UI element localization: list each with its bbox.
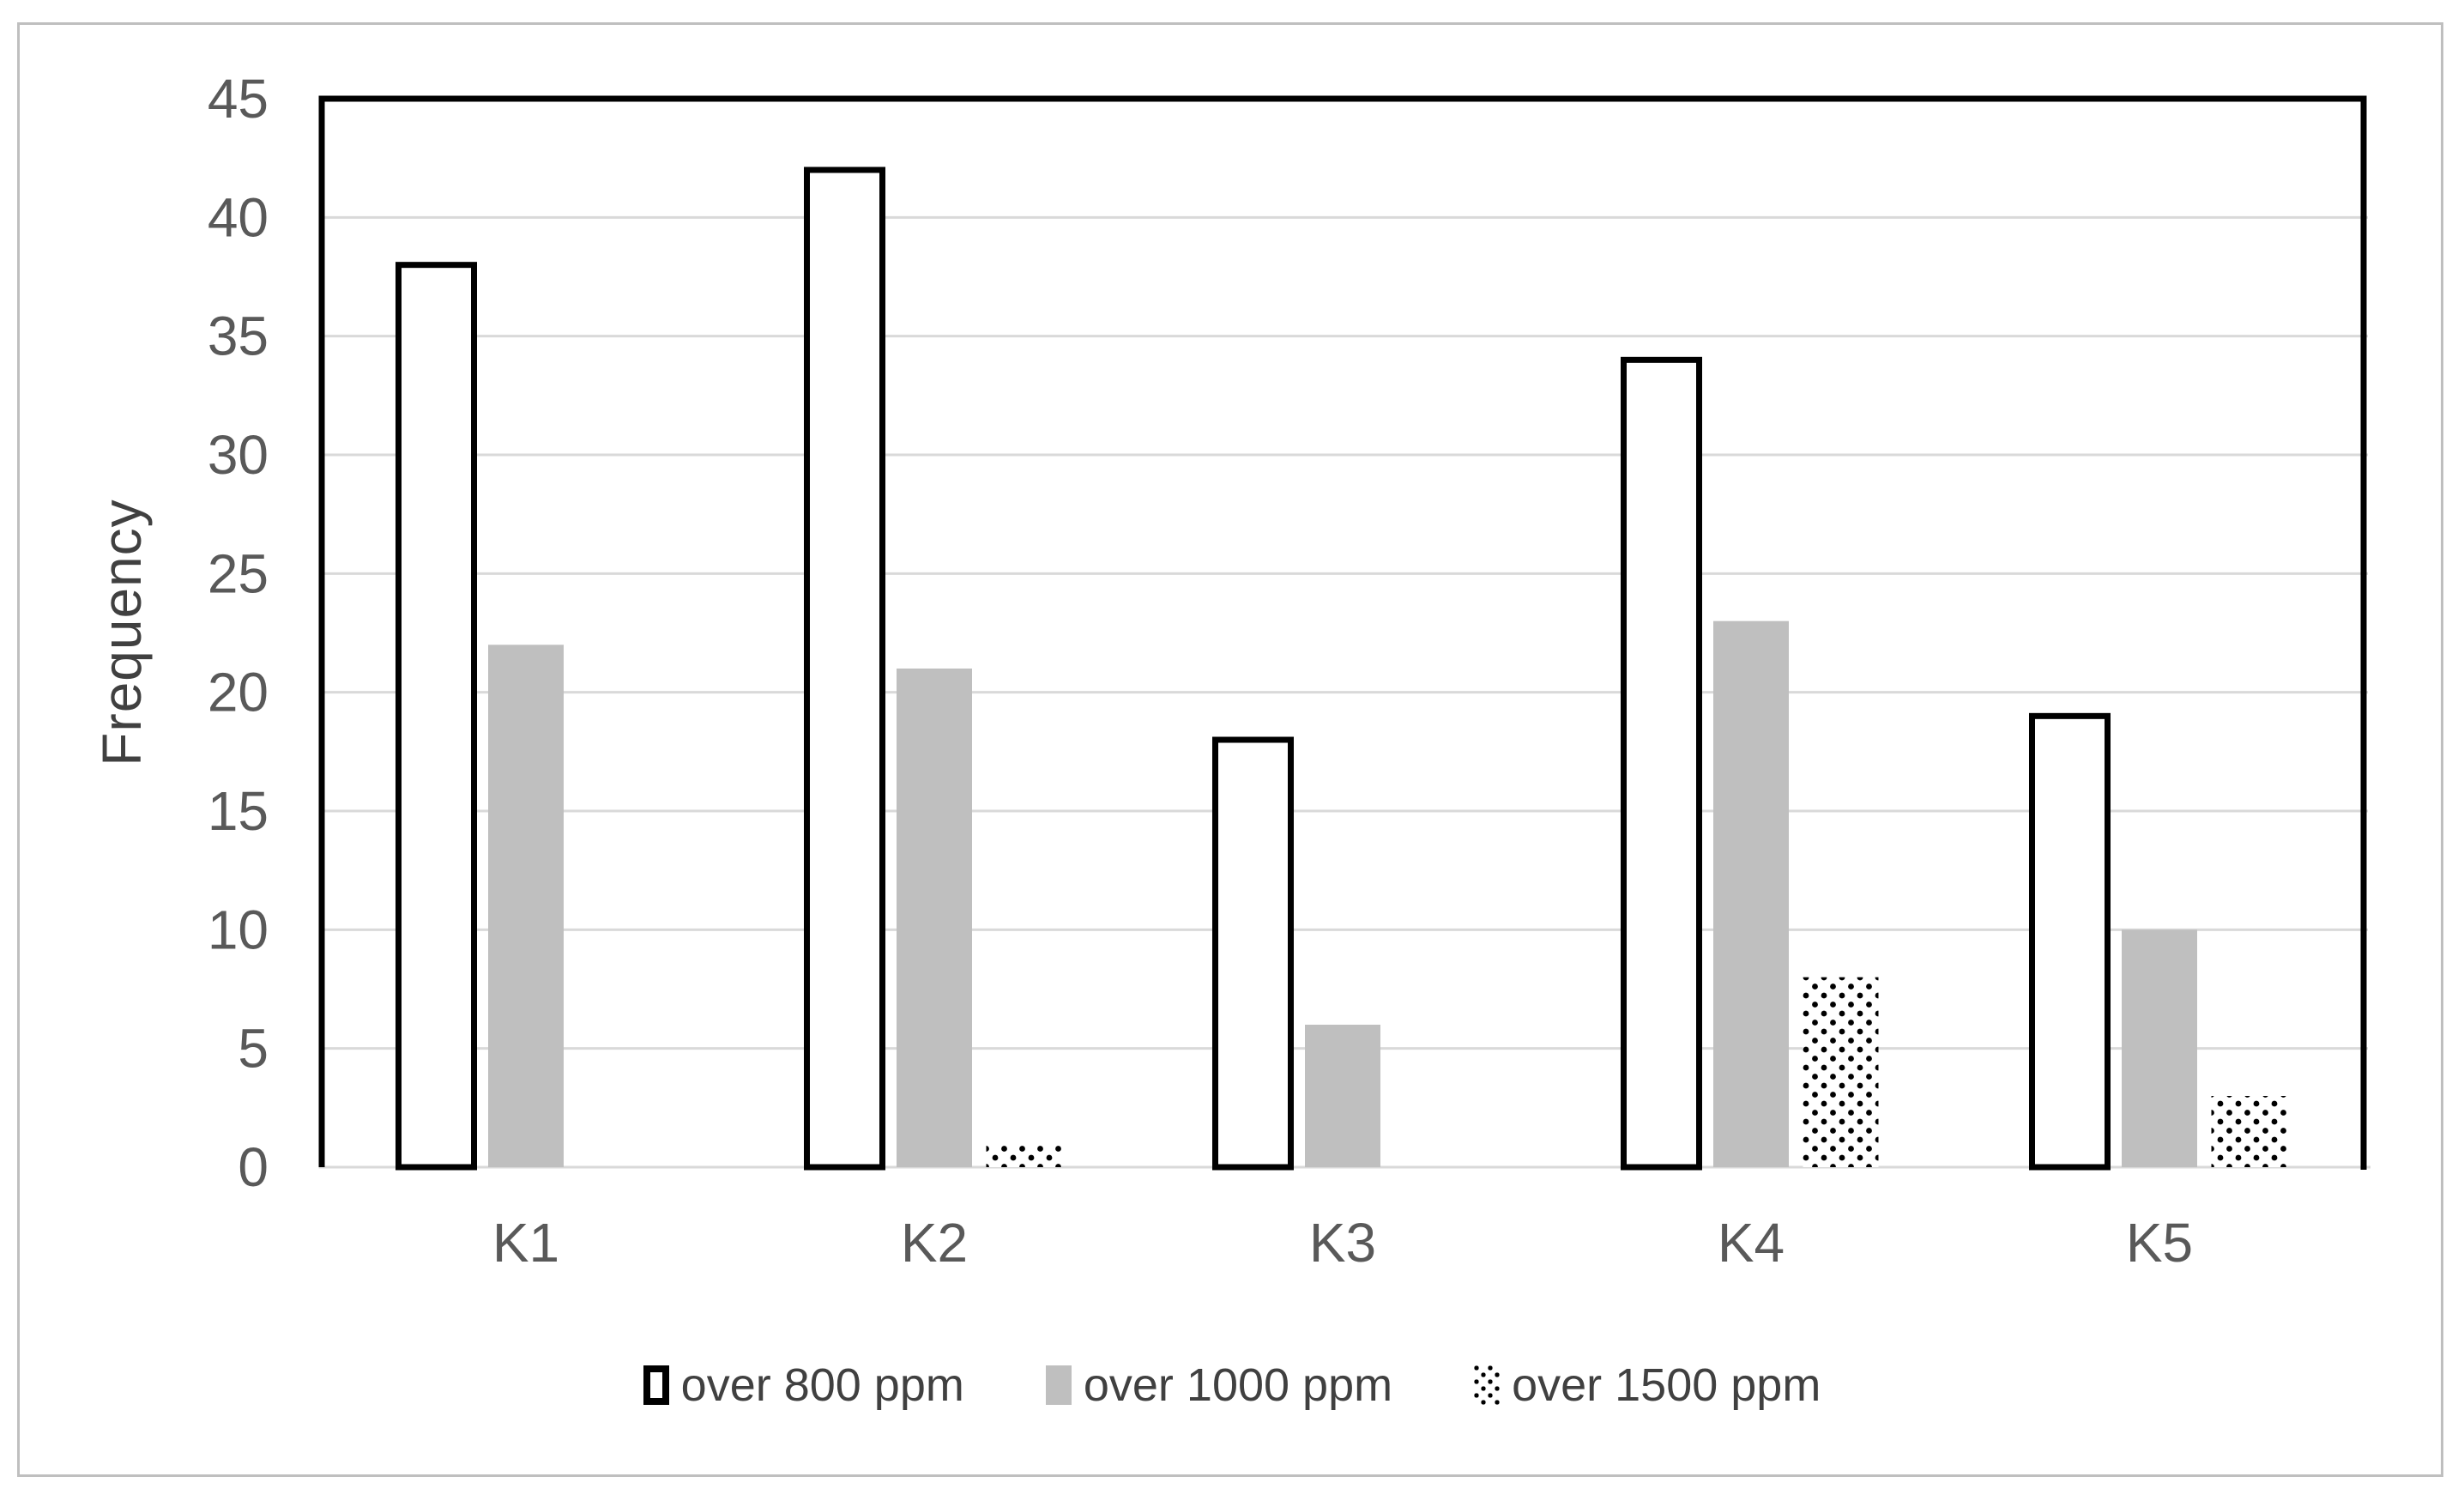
x-category-label-k3: K3 (1309, 1212, 1376, 1274)
y-tick-label: 10 (208, 899, 269, 960)
y-tick-label: 25 (208, 542, 269, 604)
x-category-label-k5: K5 (2126, 1212, 2193, 1274)
y-tick-label: 0 (238, 1136, 269, 1198)
bar-k4-over-1000-ppm (1713, 620, 1789, 1167)
bar-k4-over-800-ppm (1621, 356, 1702, 1171)
legend-label: over 1000 ppm (1083, 1359, 1393, 1411)
y-tick-label: 35 (208, 306, 269, 367)
y-tick-label: 15 (208, 780, 269, 842)
legend-item-over-1000-ppm: over 1000 ppm (1045, 1359, 1393, 1412)
plot-frame (318, 95, 2367, 1170)
bar-k2-over-1000-ppm (897, 669, 972, 1167)
x-category-label-k1: K1 (492, 1212, 559, 1274)
y-tick-labels-group: 0 5 10 15 20 25 30 35 40 45 (208, 68, 269, 1198)
y-tick-label: 20 (208, 662, 269, 723)
y-tick-label: 30 (208, 424, 269, 486)
bar-k2-over-1500-ppm (986, 1143, 1062, 1167)
legend-item-over-800-ppm: over 800 ppm (643, 1359, 964, 1412)
legend-label: over 1500 ppm (1512, 1359, 1821, 1411)
bar-k4-over-1500-ppm (1803, 977, 1879, 1167)
legend-marker-solid-icon (1045, 1365, 1072, 1405)
legend-marker-outline-icon (643, 1365, 669, 1405)
bar-k5-over-800-ppm (2029, 712, 2111, 1171)
chart-legend: over 800 ppm over 1000 ppm over 1500 ppm (0, 1353, 2464, 1418)
bar-k1-over-800-ppm (396, 262, 477, 1171)
x-category-label-k2: K2 (901, 1212, 968, 1274)
legend-item-over-1500-ppm: over 1500 ppm (1474, 1359, 1821, 1412)
x-category-labels-group: K1 K2 K3 K4 K5 (492, 1212, 2193, 1274)
bar-k5-over-1000-ppm (2122, 929, 2197, 1167)
bar-k3-over-1000-ppm (1305, 1025, 1380, 1167)
bar-k1-over-1000-ppm (488, 645, 564, 1167)
y-tick-label: 40 (208, 186, 269, 248)
bar-k5-over-1500-ppm (2211, 1096, 2287, 1167)
bars-group (396, 166, 2287, 1171)
y-tick-label: 5 (238, 1018, 269, 1080)
y-tick-label: 45 (208, 68, 269, 130)
y-axis-title: Frequency (91, 499, 153, 766)
x-category-label-k4: K4 (1718, 1212, 1785, 1274)
bar-k2-over-800-ppm (804, 166, 885, 1171)
legend-marker-dotted-icon (1474, 1365, 1501, 1405)
legend-label: over 800 ppm (680, 1359, 964, 1411)
bar-k3-over-800-ppm (1212, 736, 1294, 1171)
